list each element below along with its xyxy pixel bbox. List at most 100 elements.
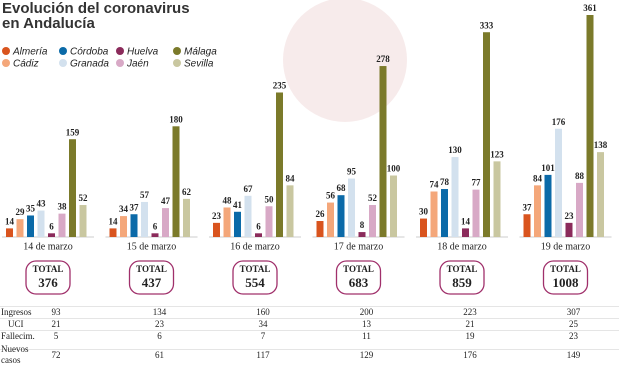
value-label: 130: [448, 145, 462, 155]
legend-label: Jaén: [126, 59, 149, 70]
legend-label: Córdoba: [70, 47, 109, 58]
cell-value: 23: [155, 319, 165, 329]
bar: [69, 139, 76, 237]
bar: [555, 128, 562, 237]
total-box: [439, 260, 485, 295]
total-label: TOTAL: [240, 264, 271, 274]
cell-value: 6: [157, 331, 162, 341]
cell-value: 117: [256, 350, 270, 360]
value-label: 333: [480, 20, 494, 30]
bar: [462, 228, 469, 237]
legend-marker: [2, 59, 10, 67]
bar: [244, 195, 252, 237]
value-label: 101: [541, 163, 555, 173]
value-label: 29: [16, 207, 26, 217]
bar: [327, 202, 334, 237]
value-label: 47: [161, 196, 171, 206]
virus-decoration: [283, 0, 407, 122]
x-tick-label: 18 de marzo: [437, 241, 486, 252]
total-value: 554: [245, 275, 265, 290]
total-label: TOTAL: [33, 264, 64, 274]
bar: [141, 201, 148, 237]
bar: [472, 189, 480, 237]
bar: [586, 15, 594, 237]
row-label: UCI: [8, 319, 24, 329]
value-label: 57: [140, 190, 150, 200]
bar: [286, 185, 294, 237]
bar: [369, 205, 376, 237]
cell-value: 134: [153, 307, 167, 317]
bar: [316, 221, 324, 237]
value-label: 138: [594, 140, 608, 150]
bar: [451, 157, 459, 237]
row-label: Ingresos: [1, 307, 32, 317]
legend-marker: [2, 47, 10, 55]
bar: [48, 233, 55, 237]
x-tick-label: 16 de marzo: [230, 241, 279, 252]
value-label: 159: [66, 127, 80, 137]
value-label: 180: [169, 114, 183, 124]
value-label: 38: [58, 202, 68, 212]
total-box: [542, 260, 589, 295]
legend-label: Málaga: [184, 47, 217, 58]
bar: [337, 195, 345, 237]
bar: [130, 214, 138, 237]
chart-title: Evolución del coronavirus en Andalucía: [2, 0, 190, 32]
value-label: 176: [552, 117, 566, 127]
legend-marker: [116, 47, 124, 55]
value-label: 67: [244, 184, 254, 194]
value-label: 6: [49, 221, 54, 231]
value-label: 62: [182, 187, 192, 197]
cell-value: 223: [463, 307, 477, 317]
total-box: [335, 260, 382, 295]
bar: [255, 233, 262, 237]
bar: [348, 178, 355, 237]
bar: [597, 152, 604, 237]
value-label: 34: [119, 204, 129, 214]
value-label: 74: [430, 180, 440, 190]
bar: [27, 215, 34, 237]
value-label: 123: [490, 149, 504, 159]
total-box: [128, 260, 175, 295]
legend-marker: [173, 59, 181, 67]
cell-value: 34: [259, 319, 269, 329]
value-label: 235: [273, 81, 287, 91]
bar: [430, 191, 438, 237]
value-label: 278: [376, 54, 390, 64]
value-label: 6: [153, 221, 158, 231]
cell-value: 21: [466, 319, 475, 329]
value-label: 41: [233, 200, 243, 210]
bar: [183, 198, 190, 237]
bar: [544, 174, 552, 237]
bar: [534, 185, 541, 237]
value-label: 56: [326, 191, 336, 201]
bar: [162, 208, 169, 237]
cell-value: 160: [256, 307, 270, 317]
value-label: 43: [37, 199, 47, 209]
value-label: 68: [337, 183, 347, 193]
total-value: 437: [142, 275, 162, 290]
total-value: 683: [349, 275, 369, 290]
legend-label: Granada: [70, 59, 109, 70]
value-label: 52: [79, 193, 89, 203]
bar: [172, 126, 180, 237]
cell-value: 13: [362, 319, 372, 329]
bar: [234, 211, 241, 237]
bar: [37, 210, 45, 237]
bar: [276, 92, 283, 237]
cell-value: 23: [569, 331, 579, 341]
cell-value: 11: [362, 331, 371, 341]
bar: [576, 182, 583, 237]
legend-marker: [59, 59, 67, 67]
value-label: 77: [472, 178, 482, 188]
value-label: 14: [461, 216, 471, 226]
bar: [441, 189, 448, 237]
cell-value: 72: [52, 350, 61, 360]
total-box: [25, 260, 71, 295]
total-value: 1008: [553, 275, 580, 290]
total-value: 376: [38, 275, 58, 290]
bar: [358, 232, 366, 237]
value-label: 30: [419, 207, 429, 217]
